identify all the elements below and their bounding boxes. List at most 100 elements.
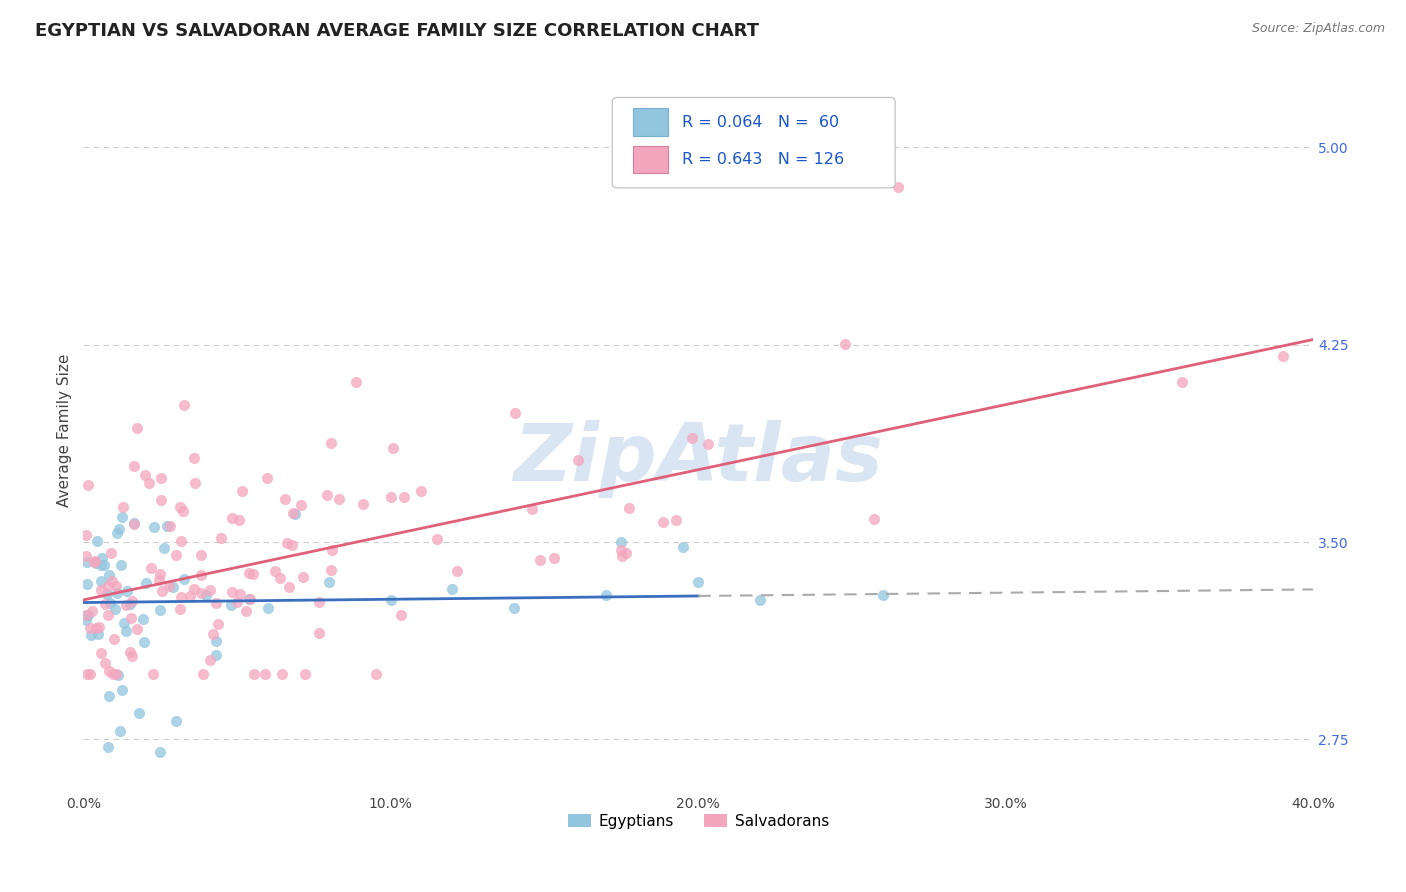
- Salvadorans: [94, 597, 117, 611]
- Egyptians: [143, 520, 166, 534]
- Salvadorans: [89, 620, 111, 634]
- Salvadorans: [256, 471, 278, 485]
- Salvadorans: [294, 666, 316, 681]
- FancyBboxPatch shape: [633, 146, 668, 173]
- Egyptians: [91, 550, 114, 565]
- Salvadorans: [173, 398, 195, 412]
- Egyptians: [97, 740, 120, 755]
- Egyptians: [595, 588, 617, 602]
- Salvadorans: [543, 551, 565, 566]
- Salvadorans: [190, 567, 212, 582]
- Egyptians: [156, 518, 179, 533]
- Salvadorans: [242, 567, 264, 582]
- Egyptians: [76, 576, 98, 591]
- Salvadorans: [681, 431, 703, 445]
- Egyptians: [256, 600, 278, 615]
- Egyptians: [149, 602, 172, 616]
- Salvadorans: [120, 611, 142, 625]
- Salvadorans: [103, 632, 125, 646]
- Egyptians: [165, 714, 187, 728]
- Salvadorans: [328, 492, 350, 507]
- Salvadorans: [159, 518, 181, 533]
- Salvadorans: [344, 375, 367, 389]
- Text: R = 0.643   N = 126: R = 0.643 N = 126: [682, 153, 845, 167]
- Egyptians: [108, 724, 131, 739]
- Salvadorans: [84, 621, 107, 635]
- Salvadorans: [274, 491, 297, 506]
- Egyptians: [90, 574, 112, 588]
- Salvadorans: [308, 595, 330, 609]
- Egyptians: [76, 607, 98, 622]
- Salvadorans: [204, 596, 226, 610]
- Salvadorans: [169, 500, 191, 514]
- Salvadorans: [229, 587, 252, 601]
- Salvadorans: [239, 592, 262, 607]
- Salvadorans: [209, 531, 232, 545]
- Egyptians: [108, 522, 131, 536]
- Salvadorans: [75, 528, 97, 542]
- Salvadorans: [169, 602, 191, 616]
- Salvadorans: [264, 564, 287, 578]
- Salvadorans: [834, 336, 856, 351]
- Salvadorans: [392, 491, 415, 505]
- Salvadorans: [125, 421, 148, 435]
- Salvadorans: [281, 538, 304, 552]
- Salvadorans: [139, 561, 162, 575]
- Salvadorans: [179, 589, 201, 603]
- Salvadorans: [290, 499, 312, 513]
- Salvadorans: [150, 492, 173, 507]
- Text: ZipAtlas: ZipAtlas: [513, 420, 883, 498]
- Salvadorans: [271, 666, 294, 681]
- Salvadorans: [321, 436, 343, 450]
- Salvadorans: [201, 626, 224, 640]
- Egyptians: [98, 689, 121, 703]
- Egyptians: [105, 586, 128, 600]
- Salvadorans: [138, 476, 160, 491]
- Egyptians: [107, 668, 129, 682]
- Egyptians: [98, 596, 121, 610]
- Salvadorans: [207, 617, 229, 632]
- Salvadorans: [243, 666, 266, 681]
- Egyptians: [153, 541, 176, 556]
- Egyptians: [872, 588, 894, 602]
- Salvadorans: [617, 501, 640, 516]
- Salvadorans: [165, 549, 187, 563]
- Egyptians: [111, 682, 134, 697]
- Egyptians: [688, 574, 710, 589]
- Egyptians: [195, 588, 218, 602]
- Salvadorans: [97, 579, 120, 593]
- Salvadorans: [352, 497, 374, 511]
- Salvadorans: [121, 594, 143, 608]
- Egyptians: [76, 555, 98, 569]
- Egyptians: [205, 633, 228, 648]
- Egyptians: [87, 627, 110, 641]
- Egyptians: [96, 587, 118, 601]
- Egyptians: [672, 541, 695, 555]
- Text: Source: ZipAtlas.com: Source: ZipAtlas.com: [1251, 22, 1385, 36]
- Salvadorans: [1170, 376, 1192, 390]
- Salvadorans: [184, 475, 207, 490]
- Egyptians: [149, 746, 172, 760]
- Salvadorans: [426, 532, 449, 546]
- Salvadorans: [121, 649, 143, 664]
- Egyptians: [84, 556, 107, 570]
- Salvadorans: [505, 406, 527, 420]
- Salvadorans: [1271, 349, 1294, 363]
- Salvadorans: [150, 471, 173, 485]
- Salvadorans: [696, 436, 718, 450]
- Egyptians: [318, 574, 340, 589]
- Egyptians: [135, 575, 157, 590]
- Egyptians: [238, 592, 260, 607]
- Salvadorans: [142, 666, 165, 681]
- Salvadorans: [520, 502, 543, 516]
- Salvadorans: [380, 490, 402, 504]
- Salvadorans: [172, 504, 194, 518]
- Salvadorans: [278, 580, 301, 594]
- Egyptians: [283, 507, 305, 521]
- Salvadorans: [446, 564, 468, 578]
- Egyptians: [120, 597, 142, 611]
- Egyptians: [111, 509, 134, 524]
- Salvadorans: [228, 513, 250, 527]
- Salvadorans: [134, 468, 156, 483]
- Salvadorans: [90, 646, 112, 660]
